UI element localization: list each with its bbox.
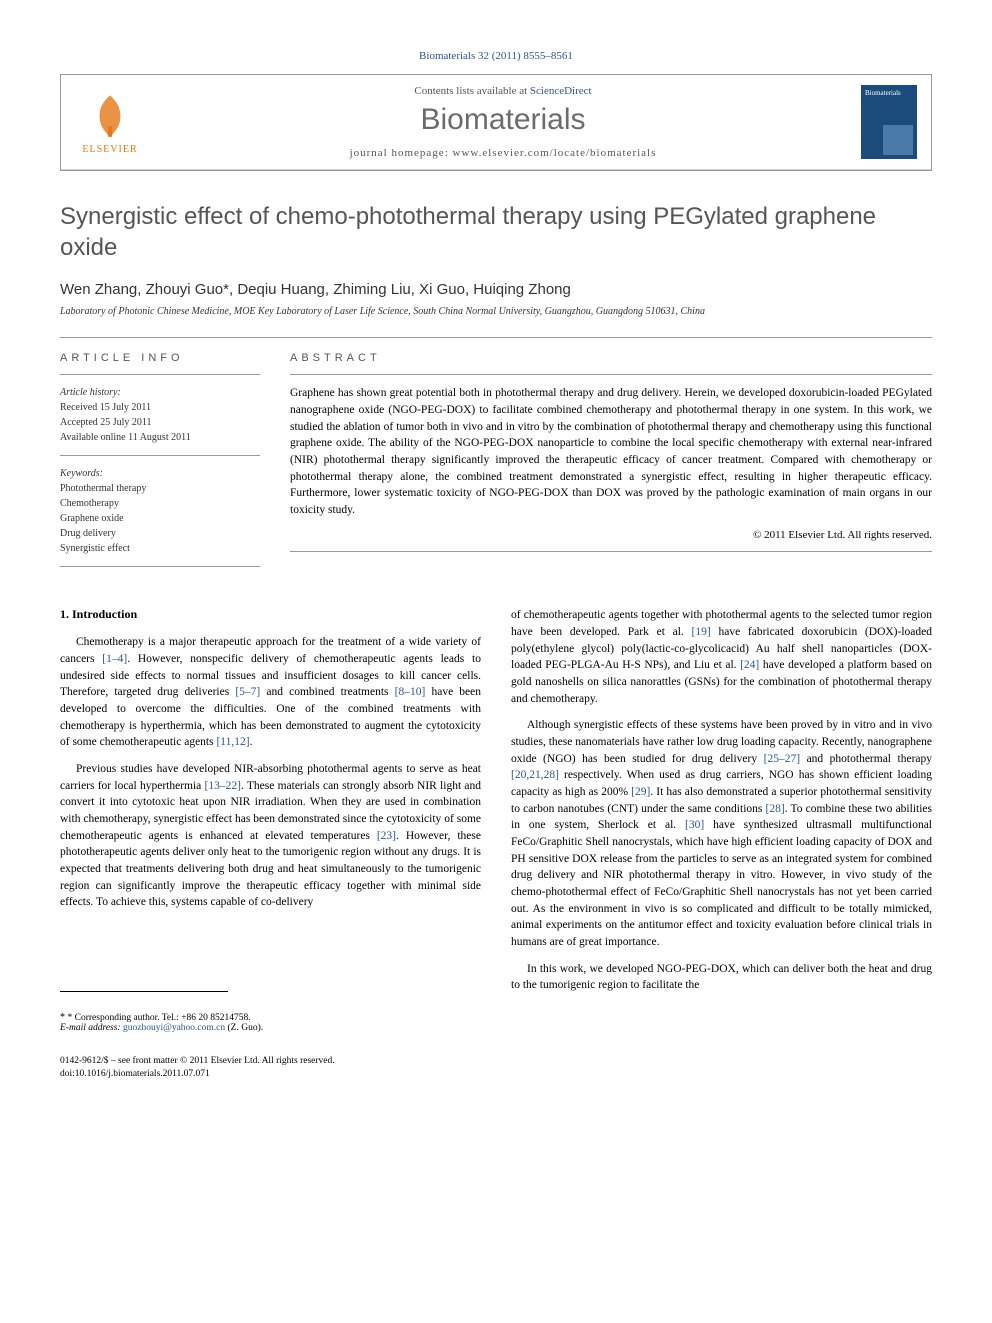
keyword: Drug delivery bbox=[60, 526, 260, 541]
body-paragraph: In this work, we developed NGO-PEG-DOX, … bbox=[511, 961, 932, 994]
ref-link[interactable]: [24] bbox=[740, 659, 759, 671]
info-divider bbox=[60, 455, 260, 456]
intro-heading: 1. Introduction bbox=[60, 607, 481, 622]
contents-prefix: Contents lists available at bbox=[414, 85, 529, 97]
body-col-left: 1. Introduction Chemotherapy is a major … bbox=[60, 607, 481, 1081]
text: have synthesized ultrasmall multifunctio… bbox=[511, 819, 932, 948]
body-paragraph: Although synergistic effects of these sy… bbox=[511, 717, 932, 950]
keyword: Graphene oxide bbox=[60, 511, 260, 526]
ref-link[interactable]: [20,21,28] bbox=[511, 769, 559, 781]
history-label: Article history: bbox=[60, 385, 260, 400]
homepage-prefix: journal homepage: bbox=[350, 147, 453, 159]
abstract-divider bbox=[290, 374, 932, 375]
issn-line: 0142-9612/$ – see front matter © 2011 El… bbox=[60, 1055, 481, 1068]
ref-link[interactable]: [11,12] bbox=[216, 736, 249, 748]
journal-name: Biomaterials bbox=[145, 103, 861, 137]
keyword: Synergistic effect bbox=[60, 541, 260, 556]
abstract-column: ABSTRACT Graphene has shown great potent… bbox=[290, 352, 932, 577]
abstract-divider bbox=[290, 551, 932, 552]
authors-list: Wen Zhang, Zhouyi Guo*, Deqiu Huang, Zhi… bbox=[60, 281, 932, 298]
ref-link[interactable]: [28] bbox=[766, 803, 785, 815]
elsevier-logo: ELSEVIER bbox=[75, 83, 145, 161]
keywords-label: Keywords: bbox=[60, 466, 260, 481]
ref-link[interactable]: [30] bbox=[685, 819, 704, 831]
info-divider bbox=[60, 374, 260, 375]
body-columns: 1. Introduction Chemotherapy is a major … bbox=[60, 607, 932, 1081]
online-date: Available online 11 August 2011 bbox=[60, 430, 260, 445]
elsevier-text: ELSEVIER bbox=[82, 144, 137, 155]
contents-line: Contents lists available at ScienceDirec… bbox=[145, 85, 861, 97]
thumb-image bbox=[883, 125, 913, 155]
ref-link[interactable]: [19] bbox=[692, 626, 711, 638]
ref-link[interactable]: [25–27] bbox=[764, 753, 800, 765]
ref-link[interactable]: [13–22] bbox=[205, 780, 241, 792]
article-info-column: ARTICLE INFO Article history: Received 1… bbox=[60, 352, 260, 577]
abstract-text: Graphene has shown great potential both … bbox=[290, 385, 932, 518]
keyword: Photothermal therapy bbox=[60, 481, 260, 496]
accepted-date: Accepted 25 July 2011 bbox=[60, 415, 260, 430]
thumb-label: Biomaterials bbox=[865, 89, 901, 97]
text: In this work, we developed NGO-PEG-DOX, … bbox=[511, 963, 932, 992]
elsevier-tree-icon bbox=[84, 90, 136, 142]
text: . bbox=[250, 736, 253, 748]
ref-link[interactable]: [29] bbox=[631, 786, 650, 798]
header-citation: Biomaterials 32 (2011) 8555–8561 bbox=[60, 50, 932, 62]
info-divider bbox=[60, 566, 260, 567]
email-link[interactable]: guozhouyi@yahoo.com.cn bbox=[123, 1023, 225, 1033]
affiliation: Laboratory of Photonic Chinese Medicine,… bbox=[60, 306, 932, 317]
body-paragraph: Chemotherapy is a major therapeutic appr… bbox=[60, 634, 481, 751]
text: and photothermal therapy bbox=[800, 753, 932, 765]
body-paragraph: Previous studies have developed NIR-abso… bbox=[60, 761, 481, 911]
doi-line: doi:10.1016/j.biomaterials.2011.07.071 bbox=[60, 1068, 481, 1081]
sciencedirect-link[interactable]: ScienceDirect bbox=[530, 85, 592, 97]
email-suffix: (Z. Guo). bbox=[225, 1023, 263, 1033]
ref-link[interactable]: [1–4] bbox=[102, 653, 127, 665]
ref-link[interactable]: [8–10] bbox=[395, 686, 426, 698]
copyright-line: © 2011 Elsevier Ltd. All rights reserved… bbox=[290, 529, 932, 541]
footer-block: 0142-9612/$ – see front matter © 2011 El… bbox=[60, 1047, 481, 1082]
body-paragraph: of chemotherapeutic agents together with… bbox=[511, 607, 932, 707]
corresponding-author-block: * * Corresponding author. Tel.: +86 20 8… bbox=[60, 1012, 481, 1033]
corresponding-author bbox=[60, 991, 228, 998]
body-col-right: of chemotherapeutic agents together with… bbox=[511, 607, 932, 1081]
email-label: E-mail address: bbox=[60, 1023, 123, 1033]
corr-star-icon: * bbox=[60, 1012, 68, 1023]
homepage-url[interactable]: www.elsevier.com/locate/biomaterials bbox=[453, 147, 657, 159]
keyword: Chemotherapy bbox=[60, 496, 260, 511]
article-info-heading: ARTICLE INFO bbox=[60, 352, 260, 364]
corr-tel: +86 20 85214758. bbox=[181, 1013, 250, 1023]
ref-link[interactable]: [23] bbox=[377, 830, 396, 842]
ref-link[interactable]: [5–7] bbox=[235, 686, 260, 698]
text: and combined treatments bbox=[260, 686, 394, 698]
journal-cover-thumb: Biomaterials bbox=[861, 85, 917, 159]
divider bbox=[60, 337, 932, 338]
abstract-heading: ABSTRACT bbox=[290, 352, 932, 364]
journal-header-box: ELSEVIER Contents lists available at Sci… bbox=[60, 74, 932, 171]
received-date: Received 15 July 2011 bbox=[60, 400, 260, 415]
homepage-line: journal homepage: www.elsevier.com/locat… bbox=[145, 147, 861, 159]
article-title: Synergistic effect of chemo-photothermal… bbox=[60, 201, 932, 263]
corr-label: * Corresponding author. Tel.: bbox=[68, 1013, 182, 1023]
